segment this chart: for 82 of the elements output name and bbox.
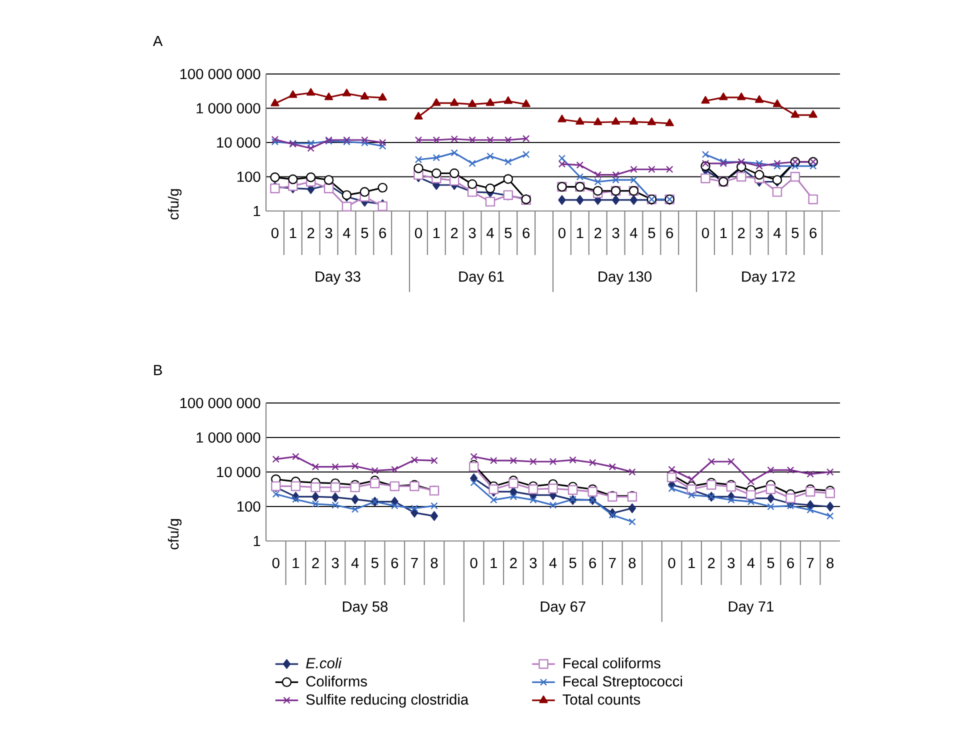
x-tick-label: 2 (708, 558, 715, 568)
x-tick-label: 5 (648, 228, 656, 238)
x-tick-label: 8 (628, 558, 636, 568)
legend-label: E.coli (306, 658, 342, 668)
y-axis-title: cfu/g (168, 519, 182, 550)
x-tick-label: 2 (594, 228, 602, 238)
x-tick-label: 3 (756, 228, 763, 238)
x-tick-label: 7 (411, 558, 418, 568)
x-tick-label: 3 (728, 558, 735, 568)
x-tick-label: 4 (342, 228, 350, 238)
x-tick-label: 0 (558, 228, 566, 238)
x-tick-label: 4 (549, 558, 557, 568)
x-tick-label: 4 (630, 228, 638, 238)
x-tick-label: 6 (787, 558, 794, 568)
text: Day 67 (540, 601, 586, 615)
x-tick-label: 4 (486, 228, 494, 238)
text: Day 61 (459, 271, 504, 285)
x-tick-label: 2 (510, 558, 517, 568)
text: Day 71 (728, 601, 774, 615)
y-tick-label: 1 000 000 (196, 103, 260, 114)
x-tick-label: 1 (292, 558, 300, 568)
x-tick-label: 0 (272, 558, 280, 568)
x-tick-label: 6 (810, 228, 817, 238)
x-tick-label: 6 (589, 558, 596, 568)
x-tick-label: 7 (609, 558, 616, 568)
text: Day 58 (342, 601, 388, 615)
y-tick-label: 1 (254, 206, 260, 216)
text: Day 33 (316, 271, 360, 285)
x-tick-label: 5 (569, 558, 576, 568)
x-tick-label: 5 (504, 228, 512, 238)
x-tick-label: 3 (530, 558, 537, 568)
y-tick-label: 10 000 (217, 466, 260, 478)
y-tick-label: 100 000 000 (180, 398, 260, 408)
x-tick-label: 1 (290, 228, 296, 238)
y-tick-label: 1 000 000 (196, 432, 260, 443)
x-tick-label: 1 (490, 558, 497, 568)
x-tick-label: 2 (451, 228, 458, 238)
y-tick-label: 100 (237, 172, 260, 182)
x-tick-label: 3 (325, 228, 332, 238)
chart-title: A (152, 36, 163, 46)
x-tick-label: 5 (792, 228, 799, 238)
x-tick-label: 4 (747, 558, 755, 568)
x-tick-label: 1 (688, 558, 695, 568)
x-tick-label: 3 (468, 228, 476, 238)
x-tick-label: 5 (371, 558, 378, 568)
x-tick-label: 0 (271, 228, 278, 238)
x-tick-label: 1 (433, 228, 440, 238)
x-tick-label: 2 (308, 228, 314, 238)
x-tick-label: 3 (612, 228, 620, 238)
x-tick-label: 0 (414, 228, 422, 238)
text: Day 172 (742, 271, 795, 285)
x-tick-label: 0 (470, 558, 478, 568)
x-tick-label: 0 (702, 228, 709, 238)
text: Day 130 (598, 271, 652, 285)
x-tick-label: 6 (379, 228, 386, 238)
x-tick-label: 4 (351, 558, 359, 568)
y-tick-label: 100 (237, 501, 260, 512)
x-tick-label: 2 (738, 228, 745, 238)
legend-label: Coliforms (306, 676, 367, 687)
legend-label: Sulfite reducing clostridia (306, 694, 469, 708)
y-tick-label: 100 000 000 (180, 68, 260, 80)
x-tick-label: 6 (666, 228, 674, 238)
x-tick-label: 5 (361, 228, 368, 238)
legend-label: Total counts (562, 694, 640, 705)
x-tick-label: 3 (332, 558, 339, 568)
x-tick-label: 4 (773, 228, 781, 238)
x-tick-label: 0 (668, 558, 676, 568)
x-tick-label: 5 (767, 558, 774, 568)
x-tick-label: 8 (430, 558, 438, 568)
y-tick-label: 1 (254, 536, 260, 546)
legend-label: Fecal coliforms (564, 658, 660, 668)
x-tick-label: 1 (720, 228, 727, 238)
x-tick-label: 8 (826, 558, 834, 568)
legend-label: Fecal Streptococci (564, 676, 682, 690)
x-tick-label: 7 (806, 558, 814, 568)
x-tick-label: 6 (522, 228, 530, 238)
x-tick-label: 2 (312, 558, 319, 568)
y-axis-title: cfu/g (168, 189, 182, 220)
x-tick-label: 6 (391, 558, 398, 568)
chart-title: B (154, 364, 162, 376)
y-tick-label: 10 000 (217, 137, 260, 148)
x-tick-label: 1 (576, 228, 584, 238)
